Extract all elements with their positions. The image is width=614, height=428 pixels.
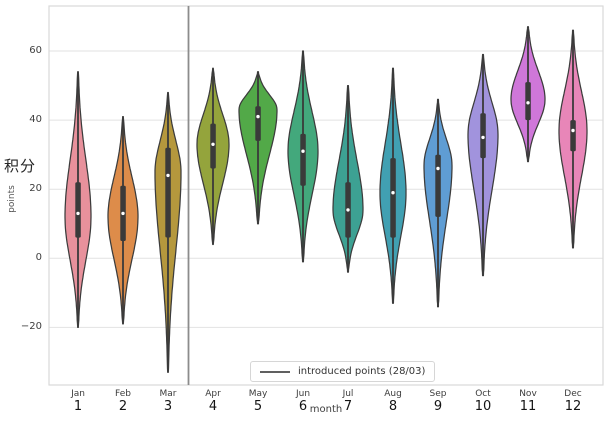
median-dot-feb: [121, 211, 125, 216]
iqr-box-nov: [525, 82, 531, 121]
x-tick-month-number: 7: [343, 399, 353, 414]
x-tick-month-number: 2: [118, 399, 128, 414]
x-tick-month-abbr: Aug: [384, 389, 402, 399]
iqr-box-mar: [165, 147, 171, 238]
x-tick-label-jul: Jul 7: [326, 389, 370, 414]
x-tick-month-number: 6: [298, 399, 308, 414]
x-tick-month-number: 10: [474, 399, 492, 414]
y-tick-label--20: −20: [20, 321, 42, 332]
legend: introduced points (28/03): [250, 361, 436, 382]
y-tick-label-0: 0: [35, 252, 42, 263]
iqr-box-aug: [390, 158, 396, 238]
x-tick-label-sep: Sep 9: [416, 389, 460, 414]
x-tick-month-number: 5: [253, 399, 263, 414]
y-tick-label-40: 40: [29, 114, 42, 125]
x-tick-month-abbr: Apr: [205, 389, 221, 399]
x-tick-month-abbr: May: [248, 389, 268, 399]
x-tick-month-abbr: Jan: [71, 389, 85, 399]
x-tick-month-abbr: Sep: [429, 389, 447, 399]
x-tick-label-feb: Feb 2: [101, 389, 145, 414]
median-dot-apr: [211, 142, 215, 146]
x-tick-month-abbr: Mar: [159, 389, 177, 399]
x-tick-month-abbr: Jun: [295, 389, 311, 399]
median-dot-dec: [571, 128, 575, 133]
x-tick-month-abbr: Jul: [342, 389, 354, 399]
x-tick-label-dec: Dec 12: [551, 389, 595, 414]
x-tick-month-abbr: Dec: [564, 389, 582, 399]
x-tick-label-mar: Mar 3: [146, 389, 190, 414]
y-tick-label-20: 20: [29, 183, 42, 194]
median-dot-jan: [76, 211, 80, 216]
iqr-box-oct: [480, 113, 486, 159]
x-tick-month-abbr: Oct: [475, 389, 491, 399]
iqr-box-jun: [300, 133, 306, 186]
iqr-box-jan: [75, 182, 81, 238]
x-tick-month-abbr: Feb: [115, 389, 131, 399]
x-tick-label-nov: Nov 11: [506, 389, 550, 414]
x-tick-month-number: 8: [388, 399, 398, 414]
x-tick-month-number: 3: [163, 399, 173, 414]
x-tick-label-aug: Aug 8: [371, 389, 415, 414]
median-dot-may: [256, 114, 260, 119]
x-tick-label-oct: Oct 10: [461, 389, 505, 414]
median-dot-mar: [166, 173, 170, 178]
median-dot-nov: [526, 101, 530, 105]
x-tick-month-number: 12: [564, 399, 582, 414]
x-tick-month-number: 4: [208, 399, 218, 414]
legend-line-swatch: [260, 370, 290, 373]
x-axis-label: month: [309, 404, 343, 415]
x-tick-label-apr: Apr 4: [191, 389, 235, 414]
median-dot-aug: [391, 191, 395, 195]
x-tick-month-number: 1: [73, 399, 83, 414]
y-axis-label-cjk: 积分: [3, 157, 36, 175]
x-tick-month-abbr: Nov: [519, 389, 537, 399]
median-dot-jun: [301, 149, 305, 153]
iqr-box-may: [255, 106, 261, 141]
median-dot-sep: [436, 166, 440, 171]
median-dot-jul: [346, 208, 350, 212]
x-tick-label-may: May 5: [236, 389, 280, 414]
iqr-box-apr: [210, 123, 216, 169]
x-tick-label-jun: Jun 6: [281, 389, 325, 414]
median-dot-oct: [481, 135, 485, 140]
x-tick-label-jan: Jan 1: [56, 389, 100, 414]
iqr-box-dec: [570, 120, 576, 152]
iqr-box-sep: [435, 154, 441, 217]
y-tick-label-60: 60: [29, 45, 42, 56]
plot-border: [48, 5, 604, 386]
x-tick-month-number: 9: [433, 399, 443, 414]
legend-label: introduced points (28/03): [298, 366, 426, 377]
x-tick-month-number: 11: [519, 399, 537, 414]
